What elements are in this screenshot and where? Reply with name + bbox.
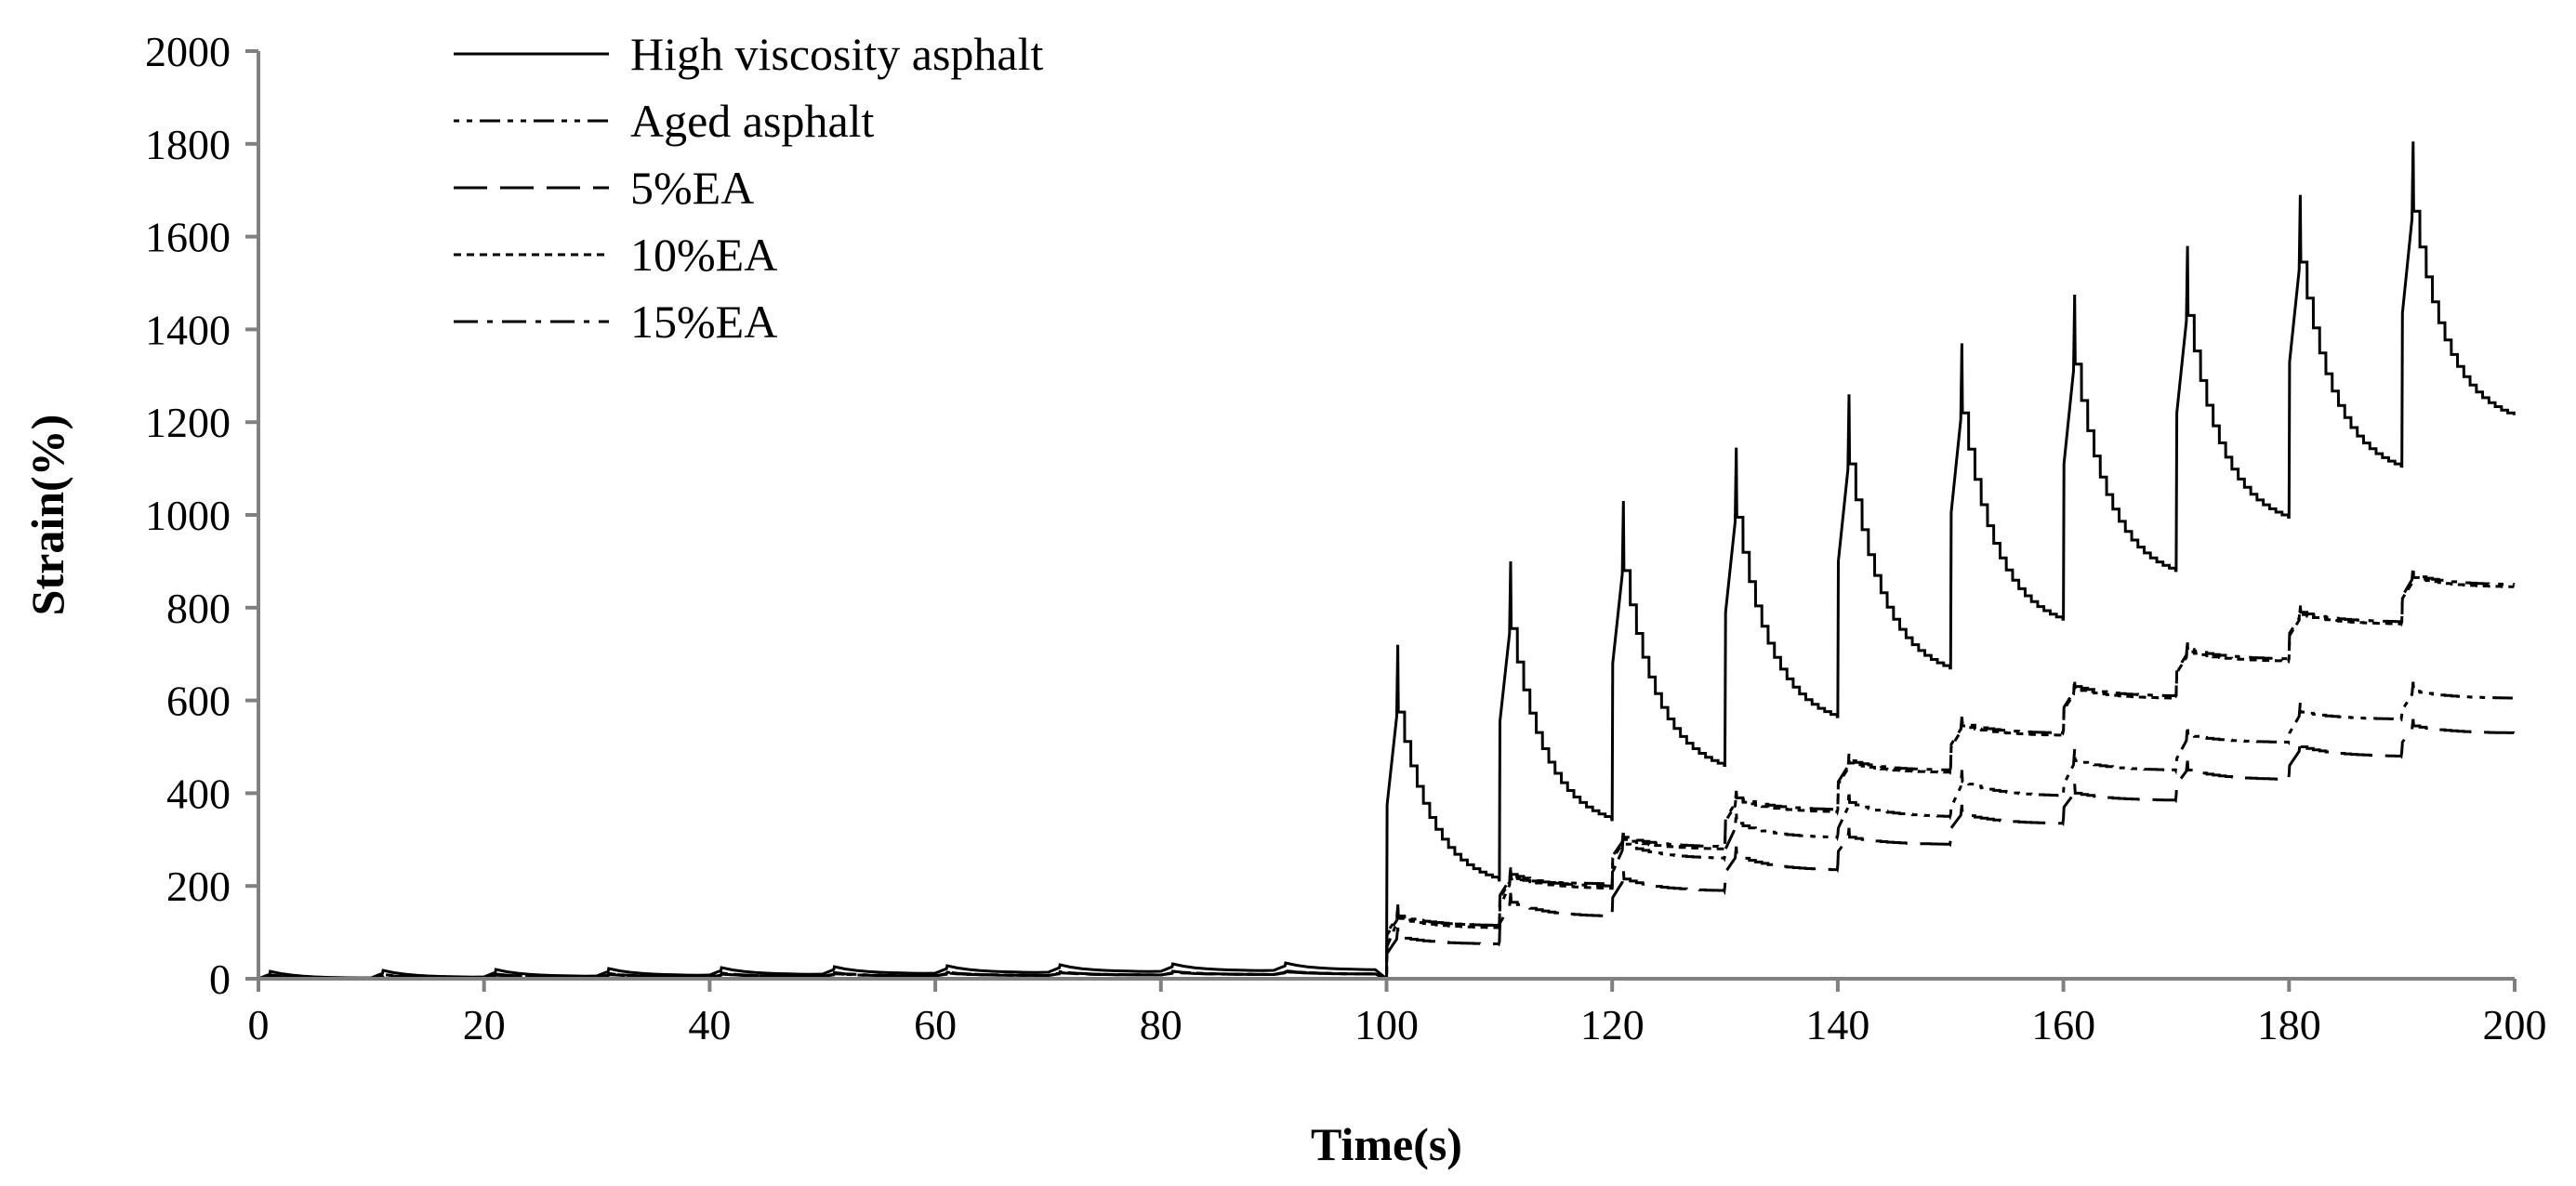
x-ticks: 0 20 40 60 80 100 120 140 160 180 200 <box>248 979 2547 1048</box>
series-line-4 <box>258 570 2516 982</box>
x-tick-label: 40 <box>688 1001 731 1048</box>
x-axis-title: Time(s) <box>1311 1118 1462 1170</box>
axes: 0 20 40 60 80 100 120 140 160 180 200 0 200 400 600 80… <box>145 28 2547 1048</box>
x-tick-label: 180 <box>2257 1001 2321 1048</box>
y-tick-label: 1800 <box>145 121 231 168</box>
legend-label: 15%EA <box>630 296 777 348</box>
legend: High viscosity asphalt Aged asphalt 5%EA 10… <box>454 28 1044 348</box>
series-line-2 <box>258 681 2516 982</box>
legend-label: 10%EA <box>630 229 777 281</box>
x-tick-label: 120 <box>1580 1001 1645 1048</box>
y-tick-label: 0 <box>209 955 231 1003</box>
y-tick-label: 200 <box>166 863 231 910</box>
x-tick-label: 100 <box>1354 1001 1419 1048</box>
series-line-1 <box>258 141 2516 982</box>
x-tick-label: 140 <box>1805 1001 1869 1048</box>
legend-label: 5%EA <box>630 162 754 214</box>
x-tick-label: 0 <box>248 1001 270 1048</box>
x-tick-label: 200 <box>2483 1001 2547 1048</box>
y-tick-label: 600 <box>166 678 231 725</box>
x-tick-label: 160 <box>2031 1001 2095 1048</box>
y-tick-label: 2000 <box>145 28 231 75</box>
y-tick-label: 1600 <box>145 214 231 261</box>
y-tick-label: 1400 <box>145 306 231 353</box>
plot-lines <box>258 141 2516 982</box>
y-ticks: 0 200 400 600 800 1000 1200 1400 1600 1800 2000 <box>145 28 258 1003</box>
y-tick-label: 1000 <box>145 492 231 539</box>
legend-label: Aged asphalt <box>630 95 875 147</box>
x-tick-label: 60 <box>914 1001 957 1048</box>
y-tick-label: 1200 <box>145 399 231 446</box>
y-tick-label: 400 <box>166 770 231 817</box>
x-tick-label: 80 <box>1140 1001 1182 1048</box>
y-tick-label: 800 <box>166 585 231 632</box>
legend-label: High viscosity asphalt <box>630 28 1044 80</box>
y-axis-title: Strain(%) <box>21 415 73 616</box>
series-line-5 <box>258 565 2516 982</box>
x-tick-label: 20 <box>463 1001 506 1048</box>
